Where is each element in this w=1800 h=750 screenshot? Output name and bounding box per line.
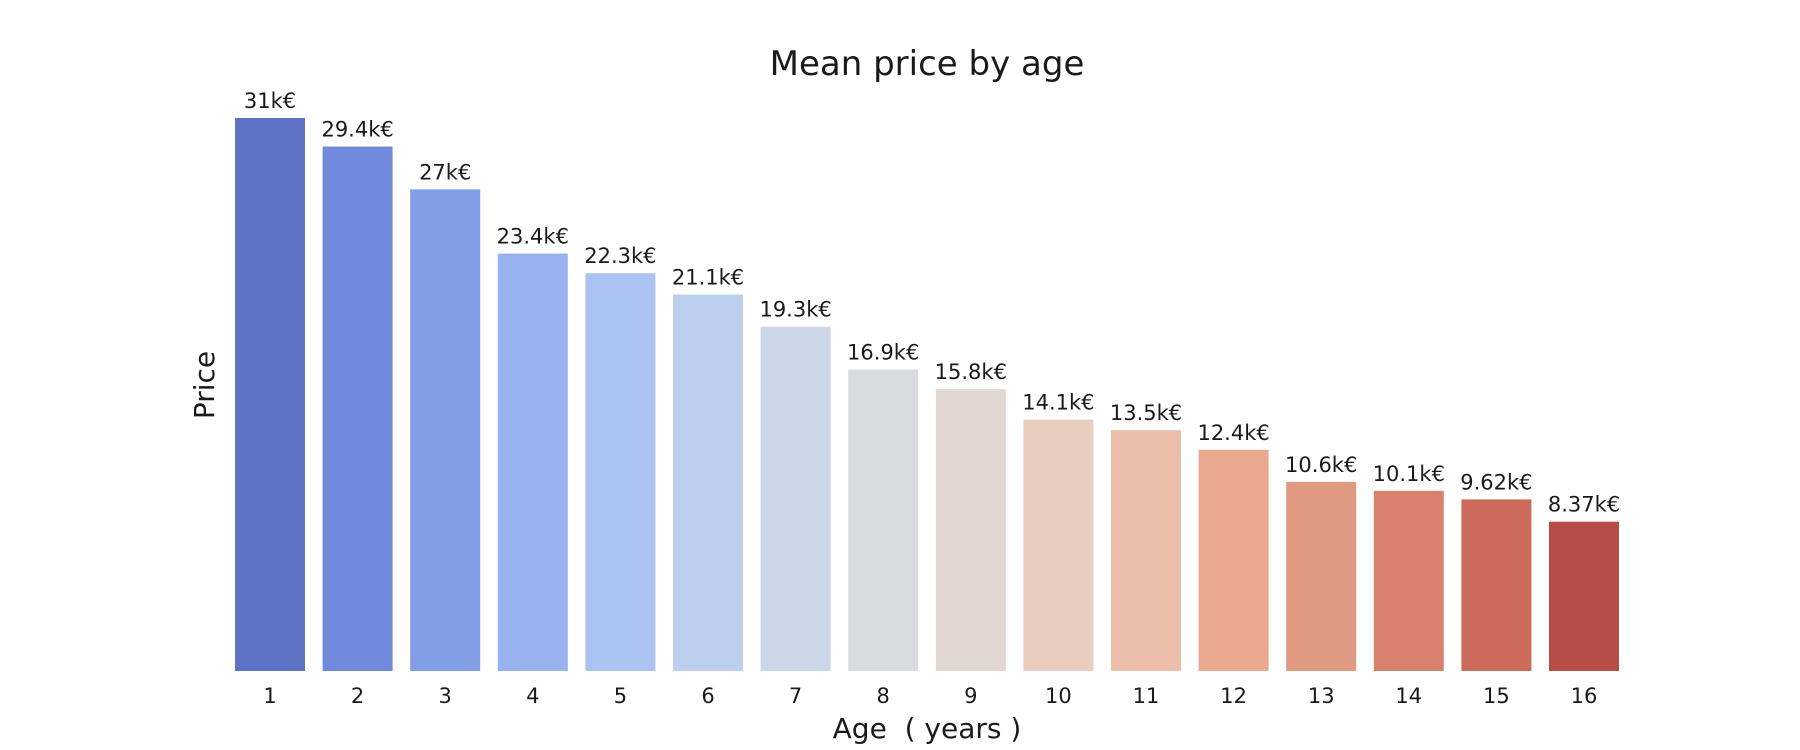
x-tick-label-7: 7 bbox=[789, 684, 802, 708]
x-tick-label-15: 15 bbox=[1483, 684, 1510, 708]
x-tick-label-8: 8 bbox=[877, 684, 890, 708]
bar-age-2 bbox=[322, 146, 393, 671]
data-label-age-6: 21.1k€ bbox=[672, 266, 744, 290]
x-tick-label-5: 5 bbox=[614, 684, 627, 708]
x-tick-label-16: 16 bbox=[1571, 684, 1598, 708]
x-tick-label-9: 9 bbox=[964, 684, 977, 708]
x-axis-label: Age ( years ) bbox=[833, 712, 1022, 745]
bar-age-3 bbox=[410, 189, 481, 671]
data-label-age-10: 14.1k€ bbox=[1022, 390, 1094, 414]
x-tick-label-3: 3 bbox=[439, 684, 452, 708]
data-label-age-12: 12.4k€ bbox=[1197, 421, 1269, 445]
bar-age-12 bbox=[1198, 449, 1269, 671]
data-label-age-3: 27k€ bbox=[419, 160, 471, 184]
data-label-age-14: 10.1k€ bbox=[1373, 462, 1445, 486]
data-label-age-15: 9.62k€ bbox=[1460, 470, 1532, 494]
x-tick-label-12: 12 bbox=[1220, 684, 1247, 708]
bar-age-5 bbox=[585, 273, 656, 671]
bar-age-15 bbox=[1461, 499, 1532, 671]
data-label-age-1: 31k€ bbox=[244, 89, 296, 113]
bar-age-1 bbox=[235, 118, 305, 671]
data-label-age-5: 22.3k€ bbox=[584, 244, 656, 268]
x-tick-label-10: 10 bbox=[1045, 684, 1072, 708]
x-tick-label-11: 11 bbox=[1133, 684, 1160, 708]
x-tick-label-2: 2 bbox=[351, 684, 364, 708]
x-tick-labels-group: 1 2 3 4 5 6 7 8 9 10 11 12 13 14 15 16 bbox=[263, 684, 1597, 708]
bar-age-10 bbox=[1023, 419, 1094, 671]
data-label-age-8: 16.9k€ bbox=[847, 341, 919, 365]
chart-title: Mean price by age bbox=[770, 44, 1085, 84]
y-axis-label: Price bbox=[188, 351, 221, 419]
data-label-age-2: 29.4k€ bbox=[321, 118, 393, 142]
bars-group bbox=[235, 118, 1619, 671]
bar-age-8 bbox=[848, 369, 919, 671]
data-label-age-13: 10.6k€ bbox=[1285, 453, 1357, 477]
x-tick-label-1: 1 bbox=[263, 684, 276, 708]
bar-age-11 bbox=[1111, 430, 1181, 671]
x-tick-label-13: 13 bbox=[1308, 684, 1335, 708]
x-tick-label-6: 6 bbox=[701, 684, 714, 708]
x-tick-label-14: 14 bbox=[1395, 684, 1422, 708]
bar-age-4 bbox=[497, 253, 568, 671]
data-label-age-16: 8.37k€ bbox=[1548, 493, 1620, 517]
x-tick-label-4: 4 bbox=[526, 684, 539, 708]
data-label-age-7: 19.3k€ bbox=[759, 298, 831, 322]
data-label-age-9: 15.8k€ bbox=[935, 360, 1007, 384]
bar-age-14 bbox=[1373, 490, 1444, 671]
bar-age-7 bbox=[760, 326, 831, 671]
bar-age-9 bbox=[935, 389, 1006, 671]
bar-age-6 bbox=[673, 294, 743, 671]
data-label-age-11: 13.5k€ bbox=[1110, 401, 1182, 425]
bar-age-16 bbox=[1549, 521, 1619, 671]
bar-age-13 bbox=[1286, 481, 1357, 671]
data-labels-group: 31k€ 29.4k€ 27k€ 23.4k€ 22.3k€ 21.1k€ 19.3k€ 16… bbox=[244, 89, 1620, 517]
data-label-age-4: 23.4k€ bbox=[497, 225, 569, 249]
